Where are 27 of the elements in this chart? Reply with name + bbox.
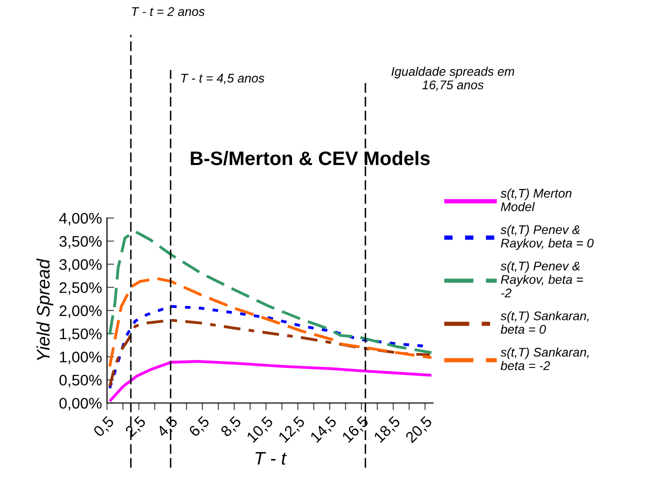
y-tick-label: 4,00% [59, 212, 102, 226]
legend-label: s(t,T) Merton Model [500, 188, 572, 212]
x-tick-label: 0,5 [92, 416, 116, 439]
x-tick-label: 6,5 [188, 416, 212, 438]
y-tick-label: 1,50% [60, 328, 102, 342]
y-tick-label: 1,00% [60, 352, 102, 364]
legend-label: s(t,T) Penev & Raykov, beta = -2 [500, 261, 583, 298]
ref-line-label: T - t = 4,5 anos [181, 74, 264, 84]
x-tick-label: 8,5 [220, 416, 243, 439]
y-tick-label: 0,00% [59, 398, 102, 410]
y-tick-label: 3,00% [59, 259, 102, 272]
legend-label: s(t,T) Sankaran, beta = -2 [500, 347, 589, 370]
x-tick-label: 2,5 [124, 416, 148, 438]
line-series [108, 230, 433, 354]
y-axis-title: Yield Spread [36, 258, 54, 360]
ref-line-label: T - t = 2 anos [132, 7, 205, 16]
y-tick-label: 0,50% [59, 374, 102, 388]
y-tick-label: 2,50% [60, 282, 102, 295]
line-series [108, 277, 433, 368]
y-tick-label: 3,50% [59, 236, 102, 249]
legend-label: s(t,T) Sankaran, beta = 0 [500, 311, 589, 334]
line-series [108, 318, 432, 388]
x-tick-label: 4,5 [156, 416, 180, 439]
y-tick-label: 2,00% [60, 305, 102, 318]
x-axis-title: T - t [256, 452, 287, 465]
ref-line-label: Igualdade spreads em 16,75 anos [392, 66, 514, 91]
legend-label: s(t,T) Penev & Raykov, beta = 0 [500, 224, 594, 250]
